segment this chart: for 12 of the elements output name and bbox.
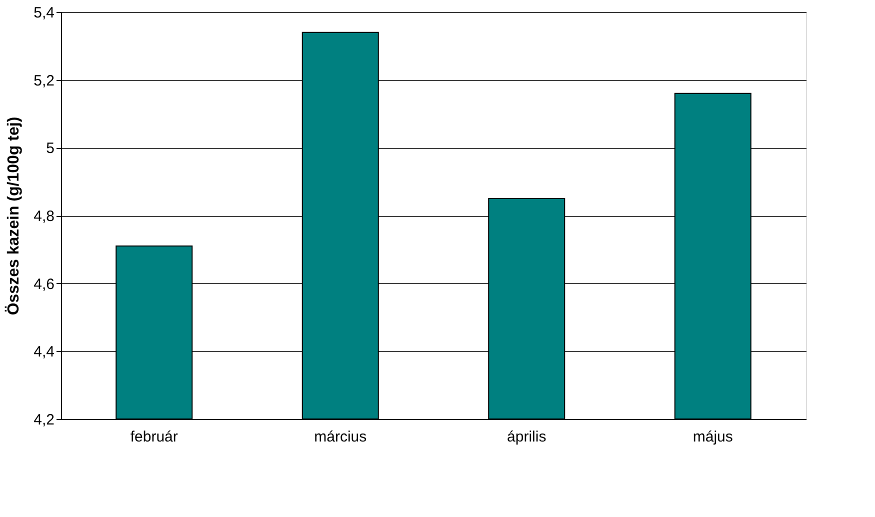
x-tick-label: március [314,428,367,446]
y-tick-label: 5,2 [34,72,54,90]
y-tick-label: 4,8 [34,208,54,225]
y-tick-label: 4,4 [34,344,54,361]
y-tick-label: 4,6 [34,276,54,293]
y-tick-label: 5 [46,140,54,158]
y-tick-label: 4,2 [34,412,54,428]
y-axis-title: Összes kazein (g/100g tej) [4,116,23,316]
x-tick-label: április [507,428,546,446]
x-tick-label: február [130,428,178,446]
y-tick-label: 5,4 [34,4,54,22]
x-tick-label: május [692,428,733,446]
